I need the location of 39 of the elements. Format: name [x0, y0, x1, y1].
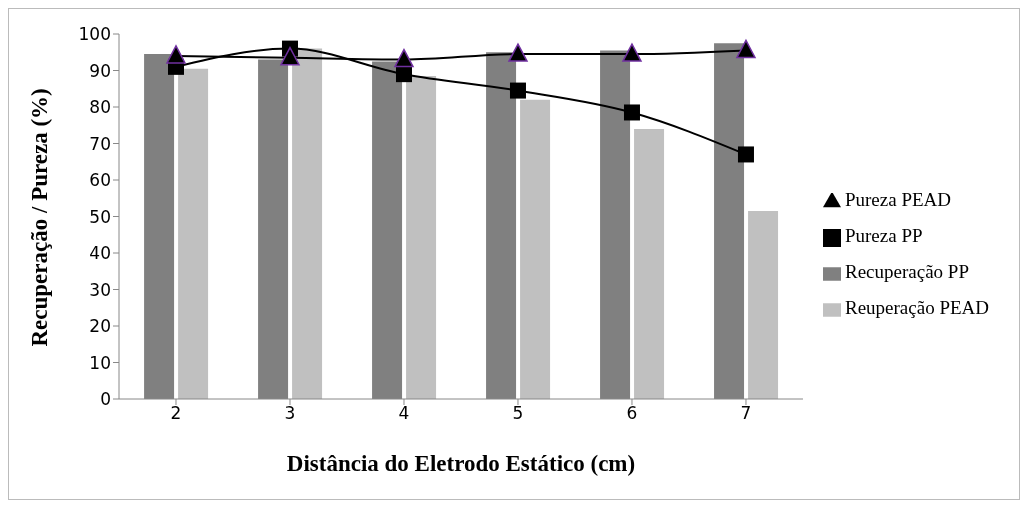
y-tick-label: 60 [89, 170, 111, 191]
point [736, 39, 756, 59]
bar [634, 128, 665, 399]
legend-label: Pureza PP [844, 225, 923, 246]
y-tick-label: 100 [78, 24, 111, 45]
point [737, 146, 754, 163]
x-tick-label: 7 [740, 403, 752, 424]
y-tick-label: 80 [89, 97, 111, 118]
y-tick-label: 10 [89, 352, 111, 373]
point [622, 43, 642, 62]
y-tick-label: 70 [89, 133, 111, 154]
y-axis-title: Recuperação / Pureza (%) [27, 88, 53, 347]
y-tick-label: 40 [89, 243, 111, 264]
y-tick-label: 50 [89, 206, 111, 227]
point [280, 46, 300, 66]
legend-label: Pureza PEAD [844, 189, 952, 210]
bar [178, 68, 209, 399]
point [394, 48, 414, 68]
x-tick-label: 2 [170, 403, 182, 424]
y-tick-label: 20 [89, 316, 111, 337]
y-tick-label: 0 [100, 389, 111, 410]
point [166, 45, 186, 64]
point [508, 43, 528, 62]
y-tick-label: 30 [89, 279, 111, 300]
point [623, 104, 640, 121]
bar [748, 211, 779, 399]
x-tick-label: 5 [512, 403, 524, 424]
x-axis-title: Distância do Eletrodo Estático (cm) [286, 451, 636, 476]
point [395, 66, 412, 83]
legend-label: Recuperação PP [844, 261, 969, 282]
legend-label: Reuperação PEAD [844, 297, 989, 318]
bar [520, 99, 551, 399]
x-tick-label: 6 [626, 403, 638, 424]
bar [292, 48, 323, 399]
y-tick-label: 90 [89, 60, 111, 81]
x-tick-label: 4 [398, 403, 410, 424]
point [509, 82, 526, 99]
x-tick-label: 3 [284, 403, 296, 424]
bar [406, 75, 437, 399]
